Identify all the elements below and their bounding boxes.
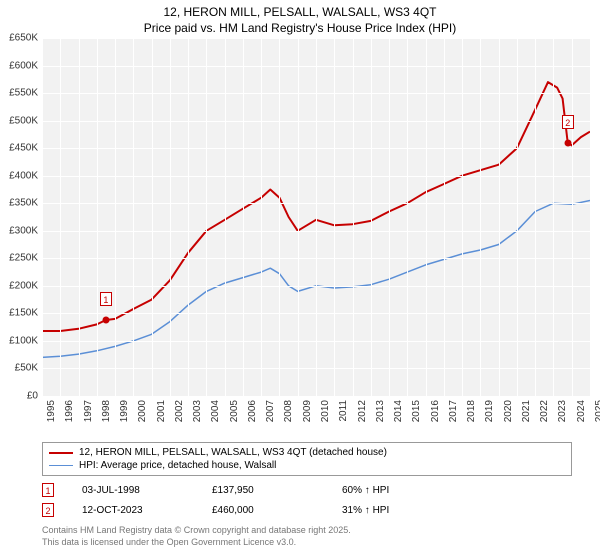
chart-title: 12, HERON MILL, PELSALL, WALSALL, WS3 4Q…: [0, 0, 600, 36]
x-tick-label: 2025: [594, 400, 600, 430]
y-tick-label: £300K: [0, 225, 38, 236]
y-tick-label: £250K: [0, 253, 38, 264]
sale-date: 12-OCT-2023: [82, 505, 212, 516]
sale-delta: 31% ↑ HPI: [342, 505, 472, 516]
sale-marker-box: 1: [100, 292, 112, 306]
chart-area: £0 £50K £100K £150K £200K £250K £300K £350K £400…: [0, 38, 600, 438]
y-tick-label: £200K: [0, 280, 38, 291]
x-tick-label: 2022: [539, 400, 550, 430]
sale-price: £460,000: [212, 505, 342, 516]
title-line-2: Price paid vs. HM Land Registry's House …: [0, 20, 600, 36]
x-tick-label: 2024: [576, 400, 587, 430]
title-line-1: 12, HERON MILL, PELSALL, WALSALL, WS3 4Q…: [0, 4, 600, 20]
y-tick-label: £150K: [0, 308, 38, 319]
x-tick-label: 2006: [247, 400, 258, 430]
sale-row: 1 03-JUL-1998 £137,950 60% ↑ HPI: [42, 480, 572, 500]
x-tick-label: 2012: [357, 400, 368, 430]
x-tick-label: 2014: [393, 400, 404, 430]
legend-item: 12, HERON MILL, PELSALL, WALSALL, WS3 4Q…: [49, 446, 565, 459]
x-tick-label: 2013: [375, 400, 386, 430]
sale-date: 03-JUL-1998: [82, 485, 212, 496]
x-tick-label: 1999: [119, 400, 130, 430]
chart-container: 12, HERON MILL, PELSALL, WALSALL, WS3 4Q…: [0, 0, 600, 560]
x-tick-label: 1997: [83, 400, 94, 430]
x-tick-label: 2001: [156, 400, 167, 430]
y-tick-label: £500K: [0, 115, 38, 126]
x-tick-label: 1995: [46, 400, 57, 430]
sale-row: 2 12-OCT-2023 £460,000 31% ↑ HPI: [42, 500, 572, 520]
footer-line-2: This data is licensed under the Open Gov…: [42, 537, 351, 549]
x-tick-label: 2000: [137, 400, 148, 430]
legend-label: HPI: Average price, detached house, Wals…: [79, 460, 276, 471]
sale-marker-box: 2: [562, 115, 574, 129]
sale-marker-icon: 2: [42, 503, 54, 517]
y-tick-label: £100K: [0, 335, 38, 346]
x-tick-label: 2018: [466, 400, 477, 430]
x-tick-label: 2023: [557, 400, 568, 430]
x-tick-label: 2010: [320, 400, 331, 430]
x-tick-label: 2017: [448, 400, 459, 430]
sale-marker-icon: 1: [42, 483, 54, 497]
x-tick-label: 2009: [302, 400, 313, 430]
sales-table: 1 03-JUL-1998 £137,950 60% ↑ HPI 2 12-OC…: [42, 480, 572, 520]
y-tick-label: £600K: [0, 60, 38, 71]
y-tick-label: £400K: [0, 170, 38, 181]
legend: 12, HERON MILL, PELSALL, WALSALL, WS3 4Q…: [42, 442, 572, 476]
y-tick-label: £550K: [0, 88, 38, 99]
y-tick-label: £50K: [0, 363, 38, 374]
x-tick-label: 2007: [265, 400, 276, 430]
x-tick-label: 2019: [484, 400, 495, 430]
legend-label: 12, HERON MILL, PELSALL, WALSALL, WS3 4Q…: [79, 447, 387, 458]
sale-delta: 60% ↑ HPI: [342, 485, 472, 496]
legend-item: HPI: Average price, detached house, Wals…: [49, 459, 565, 472]
x-tick-label: 2002: [174, 400, 185, 430]
x-tick-label: 2011: [338, 400, 349, 430]
x-tick-label: 1996: [64, 400, 75, 430]
sale-marker-dot: [102, 317, 109, 324]
y-tick-label: £650K: [0, 33, 38, 44]
x-tick-label: 2020: [503, 400, 514, 430]
line-svg: [0, 38, 590, 398]
x-tick-label: 2015: [411, 400, 422, 430]
y-tick-label: £0: [0, 391, 38, 402]
legend-swatch: [49, 465, 73, 467]
sale-marker-dot: [564, 139, 571, 146]
x-tick-label: 2003: [192, 400, 203, 430]
x-tick-label: 2016: [430, 400, 441, 430]
y-tick-label: £450K: [0, 143, 38, 154]
sale-price: £137,950: [212, 485, 342, 496]
x-tick-label: 1998: [101, 400, 112, 430]
footer-attribution: Contains HM Land Registry data © Crown c…: [42, 525, 351, 548]
x-tick-label: 2008: [283, 400, 294, 430]
x-tick-label: 2005: [229, 400, 240, 430]
x-tick-label: 2021: [521, 400, 532, 430]
footer-line-1: Contains HM Land Registry data © Crown c…: [42, 525, 351, 537]
legend-swatch: [49, 452, 73, 454]
x-tick-label: 2004: [210, 400, 221, 430]
y-tick-label: £350K: [0, 198, 38, 209]
